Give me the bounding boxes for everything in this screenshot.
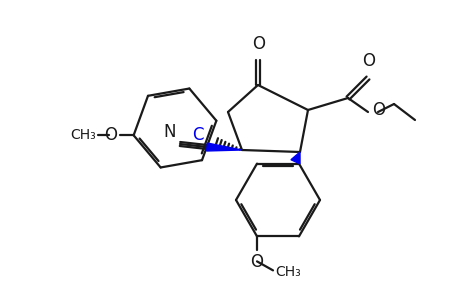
- Text: CH₃: CH₃: [274, 266, 300, 279]
- Text: O: O: [250, 254, 263, 272]
- Text: CH₃: CH₃: [70, 128, 95, 142]
- Text: O: O: [252, 35, 265, 53]
- Text: O: O: [362, 52, 375, 70]
- Polygon shape: [206, 143, 241, 151]
- Text: N: N: [163, 123, 176, 141]
- Text: C: C: [192, 126, 203, 144]
- Text: O: O: [103, 126, 117, 144]
- Polygon shape: [291, 152, 299, 164]
- Text: O: O: [371, 101, 384, 119]
